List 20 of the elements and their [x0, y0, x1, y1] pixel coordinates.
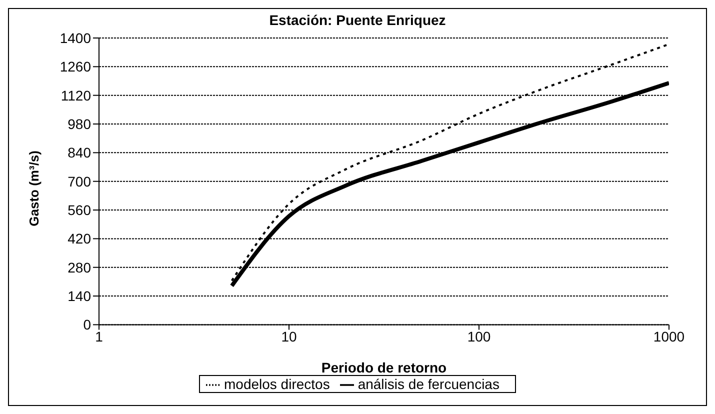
y-tick-label: 140 — [68, 288, 92, 304]
y-tick-label: 1120 — [60, 87, 92, 104]
y-tick-label: 560 — [68, 202, 92, 218]
x-tick-label: 10 — [281, 328, 297, 345]
x-tick-label: 1000 — [653, 328, 685, 345]
y-tick-label: 700 — [68, 173, 92, 190]
y-tick-label: 280 — [68, 259, 92, 276]
y-tick-label: 1260 — [60, 58, 92, 75]
legend-label: análisis de fercuencias — [358, 376, 500, 392]
y-tick-label: 0 — [83, 316, 92, 333]
y-tick-label: 1400 — [60, 30, 92, 46]
y-tick-label: 420 — [68, 230, 92, 247]
legend-label: modelos directos — [224, 376, 330, 392]
y-tick-label: 980 — [68, 116, 92, 132]
x-axis-title: Periodo de retorno — [321, 360, 447, 376]
x-tick-label: 1 — [95, 328, 104, 345]
x-tick-label: 100 — [467, 328, 491, 345]
y-axis-title: Gasto (m³/s) — [26, 150, 42, 226]
y-tick-label: 840 — [68, 144, 92, 161]
chart-title: Estación: Puente Enriquez — [268, 12, 447, 28]
